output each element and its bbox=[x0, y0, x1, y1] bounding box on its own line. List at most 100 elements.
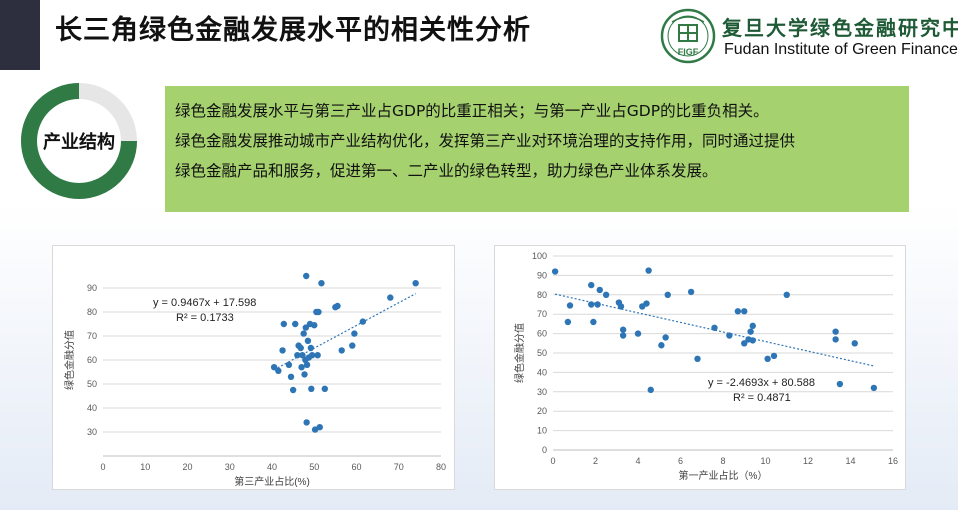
section-ring-icon bbox=[21, 83, 137, 199]
data-point bbox=[303, 419, 310, 426]
data-point bbox=[747, 328, 754, 335]
data-point bbox=[658, 342, 665, 349]
page-title: 长三角绿色金融发展水平的相关性分析 bbox=[55, 15, 531, 46]
y-axis-title: 绿色金融分值 bbox=[513, 323, 526, 383]
data-point bbox=[321, 385, 329, 392]
x-tick-label: 14 bbox=[845, 456, 855, 466]
y-tick-label: 90 bbox=[87, 283, 97, 293]
data-point bbox=[387, 294, 394, 301]
r-squared-label: R² = 0.4871 bbox=[733, 392, 791, 404]
data-point bbox=[851, 340, 858, 347]
data-point bbox=[303, 272, 310, 280]
data-point bbox=[594, 301, 601, 308]
x-tick-label: 70 bbox=[394, 462, 404, 472]
logo-chinese-name: 复旦大学绿色金融研究中心 bbox=[722, 16, 958, 40]
data-point bbox=[617, 303, 625, 310]
data-point bbox=[303, 361, 311, 368]
data-point bbox=[590, 318, 597, 326]
data-point bbox=[619, 332, 627, 339]
data-point bbox=[279, 347, 286, 354]
data-point bbox=[741, 340, 748, 347]
x-axis-title: 第一产业占比（%） bbox=[679, 469, 768, 482]
data-point bbox=[270, 364, 278, 371]
data-point bbox=[318, 280, 325, 287]
data-point bbox=[280, 320, 288, 328]
data-point bbox=[351, 330, 358, 337]
y-tick-label: 50 bbox=[87, 379, 97, 389]
data-point bbox=[302, 324, 309, 331]
data-point bbox=[694, 355, 701, 363]
y-tick-label: 70 bbox=[87, 331, 97, 341]
x-tick-label: 40 bbox=[267, 462, 277, 472]
data-point bbox=[412, 280, 419, 287]
trendline-equation: y = 0.9467x + 17.598 bbox=[153, 297, 256, 309]
x-tick-label: 60 bbox=[351, 462, 361, 472]
data-point bbox=[308, 352, 316, 359]
y-tick-label: 40 bbox=[87, 403, 97, 413]
y-axis-title: 绿色金融分值 bbox=[63, 330, 76, 390]
section-label: 产业结构 bbox=[43, 132, 115, 153]
y-tick-label: 50 bbox=[537, 348, 547, 358]
data-point bbox=[349, 342, 356, 349]
logo-english-name: Fudan Institute of Green Finance bbox=[724, 41, 958, 58]
data-point bbox=[619, 326, 627, 333]
chart-2-plot: 0 10 20 30 40 50 60 70 80 90 100 0 2 4 6 8 10 12 14 16 第一产业占… bbox=[513, 251, 898, 482]
data-point bbox=[664, 291, 671, 298]
summary-line-1: 绿色金融发展水平与第三产业占GDP的比重正相关；与第一产业占GDP的比重负相关。 bbox=[175, 102, 769, 120]
data-point bbox=[602, 291, 610, 298]
trendline-equation: y = -2.4693x + 80.588 bbox=[708, 377, 815, 389]
data-point bbox=[741, 308, 748, 315]
data-point bbox=[645, 267, 652, 274]
y-tick-label: 30 bbox=[87, 427, 97, 437]
data-point bbox=[301, 371, 308, 378]
data-point bbox=[749, 322, 756, 330]
y-tick-label: 100 bbox=[532, 251, 547, 261]
tertiary-industry-scatter-chart: 30 40 50 60 70 80 90 0 10 20 30 40 50 60 70 80 第三产业占比(%)… bbox=[52, 245, 455, 490]
y-tick-label: 0 bbox=[542, 445, 547, 455]
data-point bbox=[711, 324, 718, 331]
x-tick-label: 30 bbox=[225, 462, 235, 472]
data-point bbox=[643, 300, 650, 307]
emblem-text: FIGF bbox=[678, 47, 699, 57]
x-tick-label: 0 bbox=[550, 456, 555, 466]
data-point bbox=[749, 337, 756, 344]
data-point bbox=[316, 424, 323, 431]
data-point bbox=[870, 384, 878, 392]
data-point bbox=[634, 330, 642, 337]
data-point bbox=[292, 320, 299, 328]
trendline bbox=[273, 293, 416, 371]
data-point bbox=[662, 334, 669, 341]
x-tick-label: 50 bbox=[309, 462, 319, 472]
x-tick-label: 10 bbox=[140, 462, 150, 472]
r-squared-label: R² = 0.1733 bbox=[176, 312, 234, 324]
corner-accent-bar bbox=[0, 0, 40, 70]
x-axis-title: 第三产业占比(%) bbox=[234, 475, 310, 488]
chart-1-plot: 30 40 50 60 70 80 90 0 10 20 30 40 50 60 70 80 第三产业占比(%)… bbox=[63, 272, 446, 488]
figf-emblem-icon: FIGF bbox=[660, 8, 716, 64]
data-point bbox=[734, 308, 742, 315]
data-point bbox=[764, 355, 771, 363]
data-point bbox=[304, 337, 312, 344]
y-tick-label: 60 bbox=[87, 355, 97, 365]
data-point bbox=[359, 318, 367, 325]
data-point bbox=[832, 328, 839, 335]
data-point bbox=[832, 336, 839, 343]
x-tick-label: 10 bbox=[760, 456, 770, 466]
data-point bbox=[647, 386, 654, 394]
data-point bbox=[311, 322, 318, 329]
primary-industry-scatter-chart: 0 10 20 30 40 50 60 70 80 90 100 0 2 4 6 8 10 12 14 16 第一产业占… bbox=[494, 245, 906, 490]
data-point bbox=[770, 352, 778, 360]
data-point bbox=[294, 352, 301, 359]
x-tick-label: 20 bbox=[182, 462, 192, 472]
data-point bbox=[298, 364, 305, 371]
summary-line-2: 绿色金融发展推动城市产业结构优化，发挥第三产业对环境治理的支持作用，同时通过提供 bbox=[175, 132, 796, 150]
y-tick-label: 90 bbox=[537, 270, 547, 280]
data-point bbox=[564, 318, 572, 326]
data-point bbox=[300, 330, 307, 337]
data-point bbox=[783, 291, 790, 298]
data-point bbox=[289, 386, 297, 394]
data-point bbox=[314, 352, 321, 359]
data-point bbox=[566, 302, 574, 309]
x-tick-label: 16 bbox=[888, 456, 898, 466]
y-tick-label: 80 bbox=[537, 290, 547, 300]
